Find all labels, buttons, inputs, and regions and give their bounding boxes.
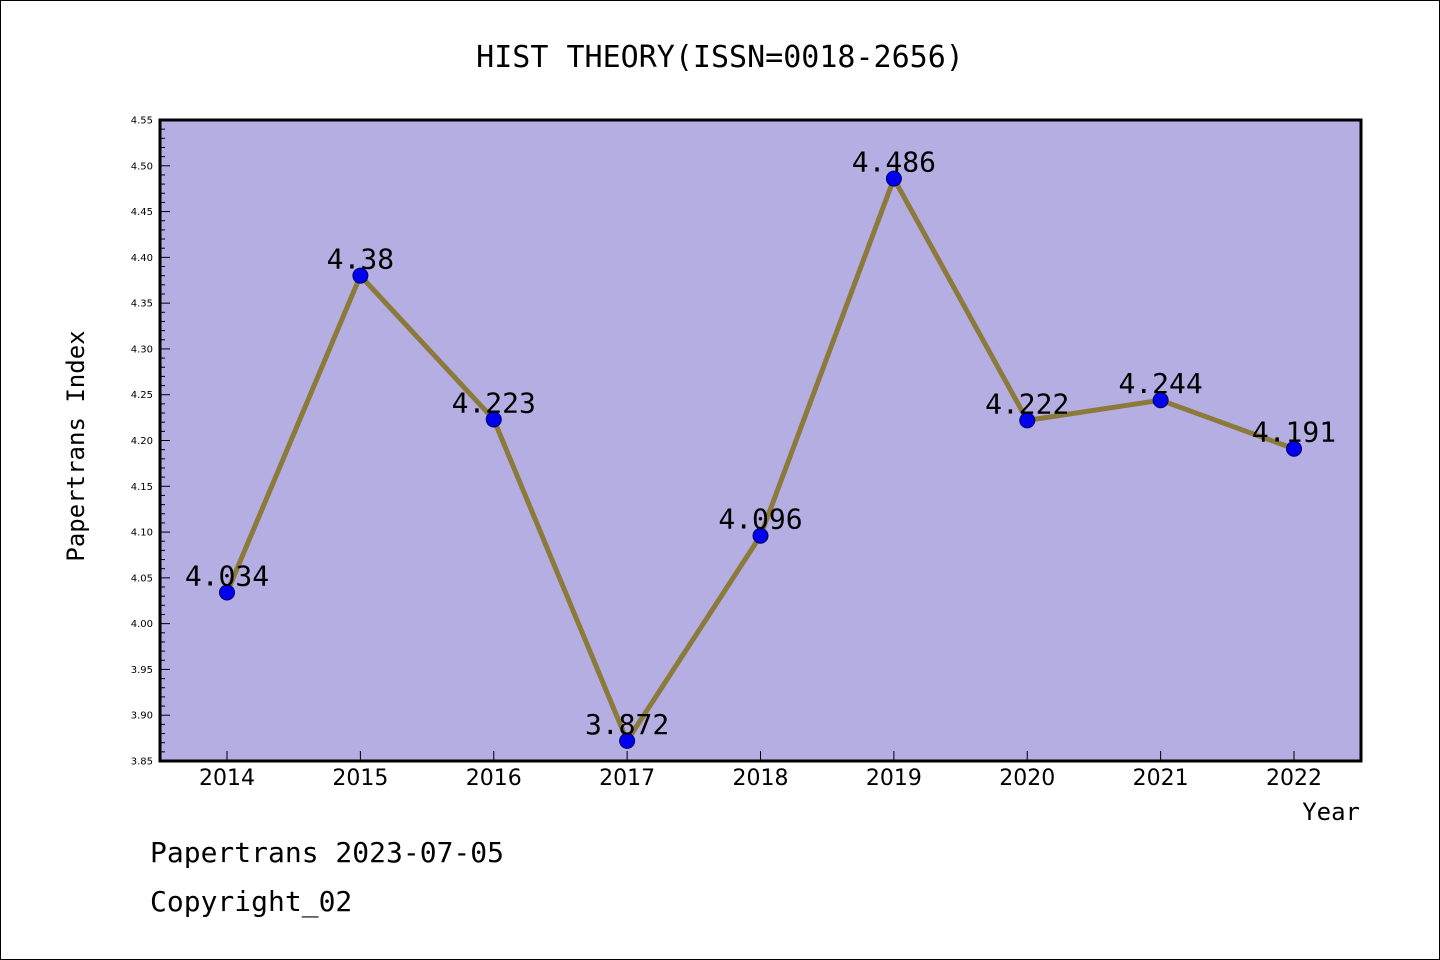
x-axis-label: Year bbox=[1302, 798, 1360, 826]
data-point-marker bbox=[1286, 440, 1302, 457]
data-point-label: 4.244 bbox=[1118, 367, 1202, 400]
x-tick-label: 2022 bbox=[1266, 766, 1322, 791]
x-tick-label: 2019 bbox=[866, 766, 922, 791]
plot-area bbox=[158, 118, 1363, 763]
y-tick-label: 4.50 bbox=[131, 161, 153, 172]
x-tick-label: 2018 bbox=[733, 766, 789, 791]
x-tick-label: 2021 bbox=[1133, 766, 1189, 791]
data-point-label: 4.191 bbox=[1252, 416, 1336, 449]
chart-title: HIST THEORY(ISSN=0018-2656) bbox=[476, 40, 964, 75]
y-axis-label: Papertrans Index bbox=[62, 330, 90, 561]
x-axis-ticks: 2014 2015 2016 2017 2018 2019 2020 2021 2022 bbox=[199, 751, 1322, 791]
footer-date-text: Papertrans 2023-07-05 bbox=[150, 836, 505, 869]
data-point-label: 4.38 bbox=[327, 243, 394, 276]
y-tick-label: 4.55 bbox=[131, 116, 153, 127]
data-point-label: 3.872 bbox=[585, 708, 669, 741]
y-tick-label: 3.95 bbox=[131, 665, 153, 676]
data-point-marker bbox=[885, 170, 902, 187]
data-point-label: 4.096 bbox=[718, 503, 802, 536]
x-tick-label: 2015 bbox=[332, 766, 388, 791]
data-point-label: 4.034 bbox=[185, 560, 269, 593]
data-labels: 4.034 4.38 4.223 3.872 4.096 4.486 4.222 4.244 4… bbox=[185, 146, 1336, 741]
data-point-label: 4.222 bbox=[985, 387, 1069, 420]
data-point-marker bbox=[219, 584, 235, 601]
x-tick-label: 2014 bbox=[199, 766, 255, 791]
y-tick-label: 4.05 bbox=[131, 573, 153, 584]
series-markers bbox=[219, 170, 1302, 749]
footer-copyright-text: Copyright_02 bbox=[150, 885, 353, 918]
x-tick-label: 2017 bbox=[599, 766, 655, 791]
x-tick-label: 2016 bbox=[466, 766, 522, 791]
x-tick-label: 2020 bbox=[999, 766, 1055, 791]
y-tick-label: 4.35 bbox=[131, 299, 153, 310]
data-point-marker bbox=[752, 527, 769, 544]
y-tick-label: 4.45 bbox=[131, 207, 153, 218]
y-axis-ticks: 3.85 3.90 3.95 4.00 4.05 4.10 4.15 4.20 4.25 4.30… bbox=[131, 116, 170, 768]
data-point-marker bbox=[1019, 412, 1036, 429]
y-tick-label: 3.90 bbox=[131, 711, 153, 722]
y-tick-label: 4.40 bbox=[131, 253, 153, 264]
data-point-marker bbox=[485, 411, 502, 428]
y-tick-label: 4.25 bbox=[131, 390, 153, 401]
y-tick-label: 4.20 bbox=[131, 436, 153, 447]
y-tick-label: 4.30 bbox=[131, 344, 153, 355]
data-point-label: 4.223 bbox=[452, 386, 536, 419]
y-tick-label: 4.10 bbox=[131, 528, 153, 539]
data-point-marker bbox=[352, 267, 369, 284]
y-tick-label: 3.85 bbox=[131, 757, 153, 768]
data-point-marker bbox=[619, 732, 636, 749]
data-point-marker bbox=[1152, 392, 1169, 409]
data-point-label: 4.486 bbox=[852, 146, 936, 179]
y-tick-label: 4.15 bbox=[131, 482, 153, 493]
y-tick-label: 4.00 bbox=[131, 619, 153, 630]
